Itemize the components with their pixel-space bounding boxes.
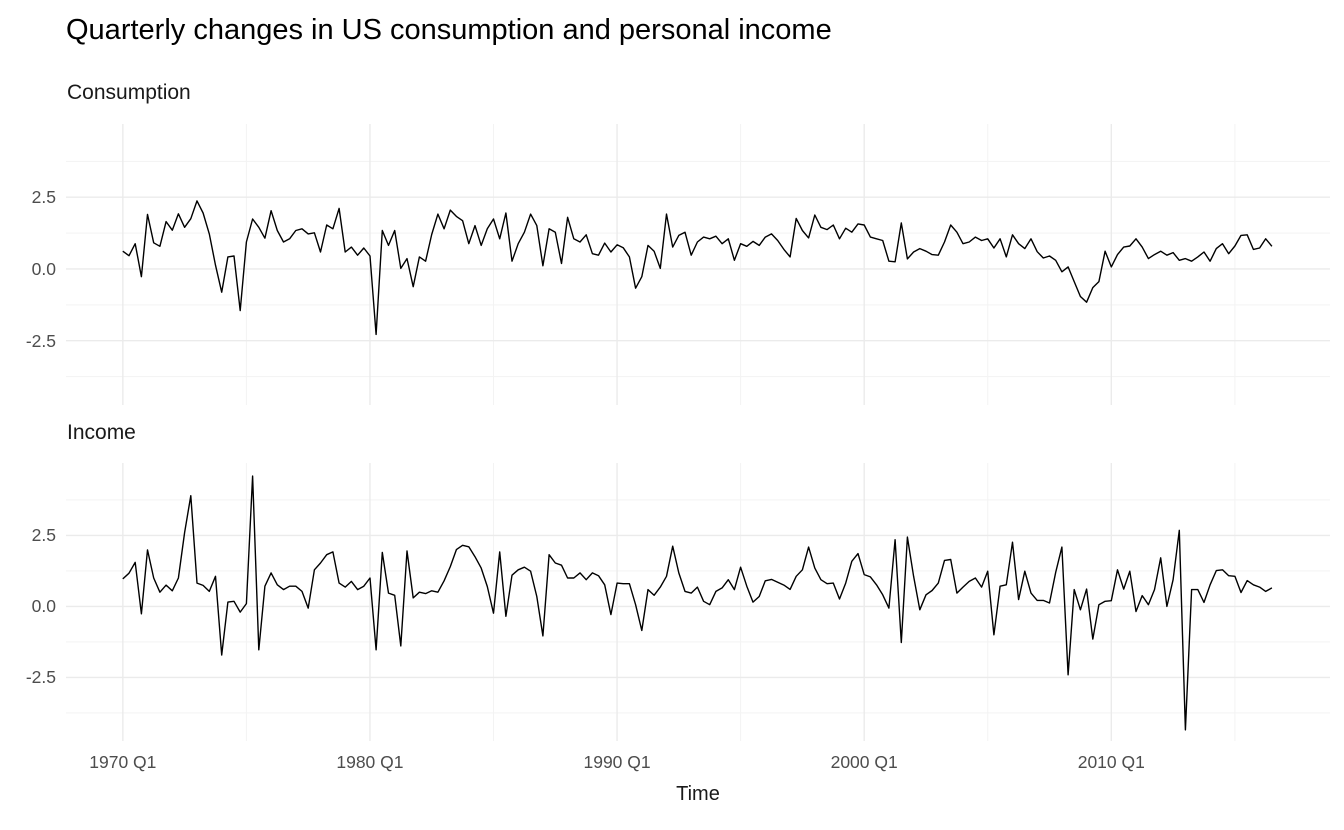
x-tick-label: 1980 Q1 (336, 752, 404, 772)
consumption-series-line (122, 200, 1273, 336)
income-series-line (122, 475, 1273, 731)
y-tick-label: 2.5 (31, 525, 56, 546)
income-panel (66, 463, 1330, 741)
y-tick-label: -2.5 (25, 667, 56, 688)
x-tick-label: 1970 Q1 (89, 752, 157, 772)
facet-label-consumption: Consumption (67, 81, 191, 104)
y-tick-label: 0.0 (31, 596, 56, 617)
consumption-panel (66, 124, 1330, 405)
y-tick-label: 0.0 (31, 258, 56, 279)
x-tick-label: 1990 Q1 (583, 752, 651, 772)
x-tick-label: 2010 Q1 (1077, 752, 1145, 772)
x-tick-label: 2000 Q1 (830, 752, 898, 772)
chart-title: Quarterly changes in US consumption and … (66, 14, 832, 46)
x-axis-title: Time (676, 783, 720, 805)
y-tick-label: 2.5 (31, 187, 56, 208)
facet-label-income: Income (67, 421, 136, 444)
y-tick-label: -2.5 (25, 330, 56, 351)
